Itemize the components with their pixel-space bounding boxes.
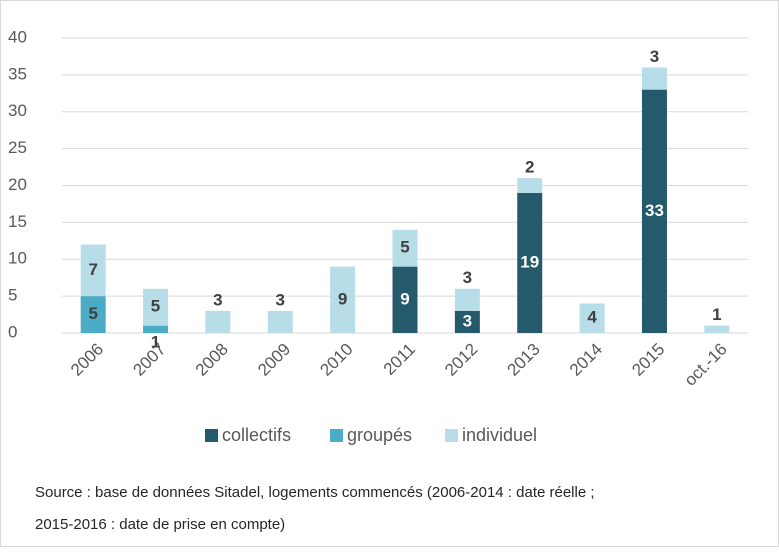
data-label: 9 — [338, 289, 347, 308]
data-label: 5 — [88, 304, 97, 323]
bar-segment — [267, 310, 293, 333]
data-label: 5 — [400, 238, 409, 257]
y-tick-label: 5 — [8, 286, 17, 305]
bar-segment — [454, 310, 480, 333]
legend-label: collectifs — [222, 425, 291, 445]
legend-label: groupés — [347, 425, 412, 445]
source-line: Source : base de données Sitadel, logeme… — [35, 484, 595, 501]
data-label: 33 — [645, 201, 664, 220]
legend-label: individuel — [462, 425, 537, 445]
y-tick-label: 25 — [8, 138, 27, 157]
y-tick-label: 30 — [8, 101, 27, 120]
y-tick-label: 40 — [8, 27, 27, 46]
bar-segment — [205, 310, 231, 333]
y-tick-label: 10 — [8, 249, 27, 268]
bar-segment — [579, 303, 605, 333]
data-label: 4 — [587, 308, 597, 327]
bar-segment — [143, 288, 169, 326]
data-label: 3 — [463, 311, 472, 330]
data-label: 3 — [276, 290, 285, 309]
data-label: 7 — [88, 260, 97, 279]
bar-segment — [454, 288, 480, 311]
y-tick-label: 15 — [8, 212, 27, 231]
legend-swatch — [205, 429, 218, 442]
data-label: 3 — [213, 290, 222, 309]
bar-segment — [80, 296, 106, 333]
data-label: 19 — [520, 252, 539, 271]
source-line: 2015-2016 : date de prise en compte) — [35, 516, 285, 533]
data-label: 2 — [525, 158, 534, 177]
bar-segment — [517, 192, 543, 333]
y-tick-label: 0 — [8, 322, 17, 341]
legend-swatch — [445, 429, 458, 442]
bar-segment — [330, 266, 356, 333]
data-label: 5 — [151, 297, 160, 316]
data-label: 3 — [650, 47, 659, 66]
bar-segment — [704, 325, 730, 333]
legend-swatch — [330, 429, 343, 442]
bar-segment — [641, 67, 667, 90]
y-tick-label: 20 — [8, 175, 27, 194]
bar-segment — [80, 244, 106, 297]
bar-segment — [392, 229, 418, 267]
bar-segment — [517, 178, 543, 193]
data-label: 1 — [712, 305, 721, 324]
y-tick-label: 35 — [8, 64, 27, 83]
data-label: 1 — [151, 332, 160, 351]
bar-segment — [641, 89, 667, 333]
data-label: 3 — [463, 268, 472, 287]
bar-segment — [392, 266, 418, 333]
bar-segment — [143, 325, 169, 333]
data-label: 9 — [400, 289, 409, 308]
